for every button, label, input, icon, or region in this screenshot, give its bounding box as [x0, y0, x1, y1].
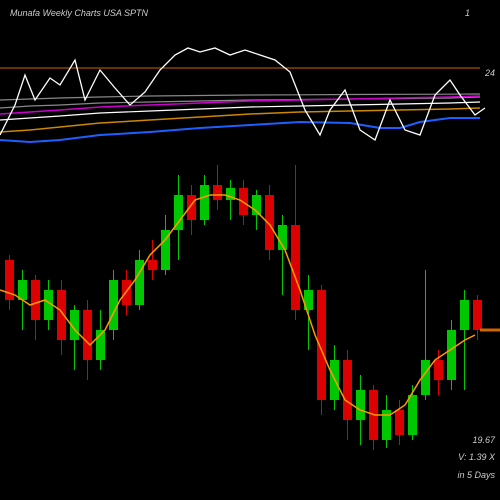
days-label: in 5 Days [457, 470, 495, 480]
level-24-label: 24 [485, 68, 495, 78]
volume-label: V: 1.39 X [458, 452, 495, 462]
price-label: 19.67 [472, 435, 495, 445]
chart-canvas [0, 0, 500, 500]
stock-chart: Munafa Weekly Charts USA SPTN 1 24 19.67… [0, 0, 500, 500]
